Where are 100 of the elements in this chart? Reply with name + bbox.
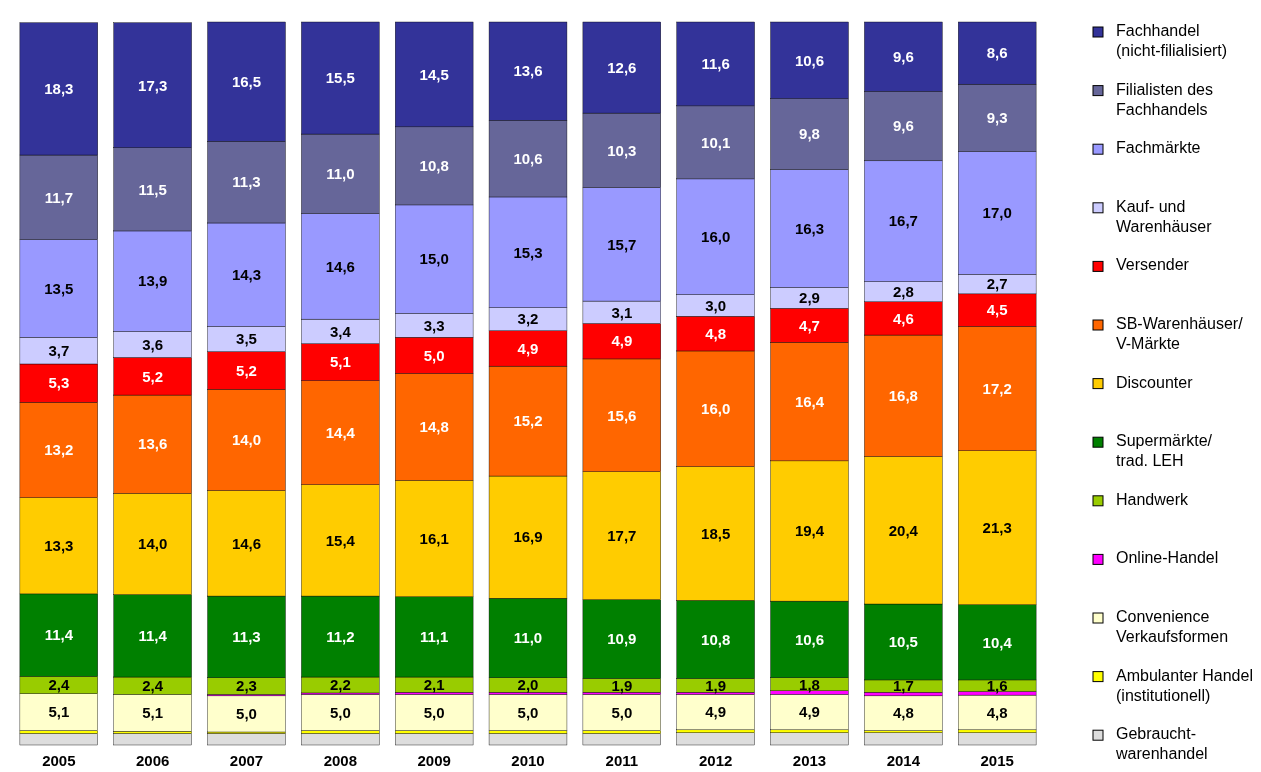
x-tick-label: 2005 (42, 752, 76, 769)
data-label: 16,8 (888, 387, 918, 405)
x-tick-label: 2007 (229, 752, 264, 769)
legend-label: Supermärkte/ trad. LEH (1116, 432, 1213, 470)
x-tick-label: 2010 (511, 752, 545, 769)
x-tick-label: 2008 (323, 752, 358, 769)
data-label: 5,0 (329, 703, 351, 721)
data-label: 4,8 (892, 704, 914, 722)
data-label: 10,1 (701, 133, 731, 151)
x-tick-label: 2006 (135, 752, 170, 769)
data-label: 3,6 (142, 335, 164, 353)
data-label: 13,3 (44, 537, 74, 555)
data-label: 5,1 (142, 704, 164, 722)
data-label: 2,1 (423, 675, 445, 693)
legend-label: Gebraucht- warenhandel (1115, 725, 1208, 763)
data-label: 5,0 (423, 346, 445, 364)
data-label: 4,9 (611, 332, 633, 350)
data-label: 11,2 (326, 627, 355, 645)
legend-label: SB-Warenhäuser/ V-Märkte (1116, 315, 1244, 352)
legend-label: Kauf- und Warenhäuser (1116, 197, 1213, 235)
legend-label: Fachmärkte (1116, 139, 1201, 157)
data-label: 14,0 (138, 535, 168, 553)
data-label: 4,8 (705, 324, 727, 342)
data-label: 11,4 (44, 626, 74, 644)
data-label: 15,6 (607, 406, 637, 424)
data-label: 16,9 (513, 528, 543, 546)
data-label: 11,1 (419, 628, 449, 646)
data-label: 3,0 (705, 296, 727, 314)
data-label: 8,6 (986, 44, 1008, 62)
data-label: 10,5 (888, 633, 918, 651)
data-label: 4,6 (892, 309, 914, 327)
data-label: 11,3 (232, 628, 261, 646)
data-label: 5,2 (142, 367, 164, 385)
data-label: 10,9 (607, 630, 637, 648)
data-label: 9,6 (892, 47, 914, 65)
data-label: 5,0 (611, 703, 633, 721)
data-label: 17,7 (607, 526, 637, 544)
data-label: 5,0 (517, 703, 539, 721)
data-label: 16,4 (794, 392, 825, 410)
data-label: 13,6 (138, 435, 168, 453)
data-label: 10,6 (794, 630, 825, 648)
data-label: 2,4 (142, 676, 164, 694)
data-label: 12,6 (607, 58, 637, 76)
data-label: 13,5 (44, 279, 74, 297)
data-label: 17,0 (982, 204, 1012, 222)
data-label: 4,7 (799, 316, 820, 334)
data-label: 3,7 (48, 341, 70, 359)
data-label: 4,5 (986, 301, 1008, 319)
data-label: 14,0 (231, 431, 262, 449)
legend-label: Handwerk (1116, 490, 1190, 508)
x-tick-label: 2015 (980, 752, 1014, 769)
data-label: 2,2 (329, 676, 351, 694)
x-tick-label: 2009 (417, 752, 451, 769)
data-label: 3,1 (611, 303, 633, 321)
data-label: 10,6 (513, 149, 543, 167)
data-label: 16,1 (419, 529, 449, 547)
data-label: 3,2 (517, 310, 539, 328)
data-label: 10,3 (607, 141, 637, 159)
data-label: 2,7 (986, 275, 1008, 293)
legend-label: Fachhandel (nicht-filialisiert) (1116, 22, 1228, 59)
data-label: 4,9 (799, 703, 820, 721)
data-label: 4,8 (986, 703, 1008, 721)
data-label: 14,6 (231, 534, 262, 552)
x-tick-label: 2013 (792, 752, 827, 769)
legend-label: Convenience Verkaufsformen (1116, 608, 1229, 645)
data-label: 2,4 (48, 676, 70, 694)
data-label: 5,3 (48, 374, 70, 392)
data-label: 21,3 (982, 518, 1012, 536)
data-label: 15,0 (419, 250, 449, 268)
data-label: 19,4 (794, 522, 825, 540)
data-label: 11,0 (513, 629, 543, 647)
x-tick-label: 2012 (698, 752, 733, 769)
data-label: 14,8 (419, 418, 449, 436)
data-label: 16,3 (794, 219, 825, 237)
data-label: 4,9 (517, 339, 539, 357)
data-label: 4,9 (705, 703, 727, 721)
legend-label: Online-Handel (1116, 549, 1219, 567)
data-label: 13,9 (138, 272, 168, 290)
data-label: 3,4 (329, 322, 352, 340)
data-label: 17,2 (982, 379, 1012, 397)
data-label: 16,5 (231, 72, 262, 90)
data-label: 9,6 (892, 117, 914, 135)
data-label: 11,3 (232, 173, 261, 191)
data-label: 3,3 (423, 316, 445, 334)
data-label: 10,8 (419, 157, 449, 175)
data-label: 5,0 (423, 703, 445, 721)
data-label: 18,3 (44, 80, 74, 98)
legend-label: Ambulanter Handel (institutionell) (1116, 666, 1253, 704)
data-label: 5,0 (236, 705, 257, 723)
legend-label: Discounter (1116, 373, 1194, 391)
data-label: 9,8 (799, 125, 820, 143)
data-label: 1,9 (611, 676, 633, 694)
data-label: 2,0 (517, 676, 539, 694)
data-label: 13,2 (44, 441, 74, 459)
data-label: 1,9 (705, 676, 727, 694)
data-label: 16,7 (888, 212, 918, 230)
data-label: 15,2 (513, 412, 543, 430)
data-label: 15,5 (325, 69, 355, 87)
data-label: 10,6 (794, 51, 825, 69)
data-label: 11,4 (138, 627, 168, 645)
